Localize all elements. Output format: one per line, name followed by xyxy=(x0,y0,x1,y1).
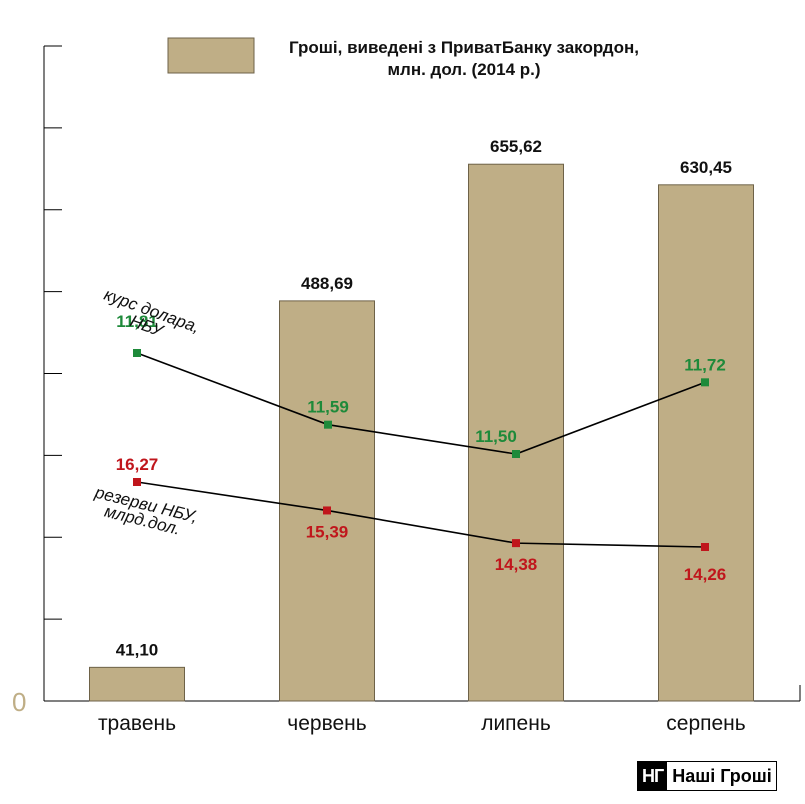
line-point-label: 16,27 xyxy=(116,455,159,474)
bar-value-label: 655,62 xyxy=(490,137,542,156)
line-point xyxy=(701,543,709,551)
line-series xyxy=(136,481,706,548)
bar xyxy=(658,184,754,702)
line-series-name: курс долара,НБУ xyxy=(96,285,202,352)
line-point-label: 14,38 xyxy=(495,555,538,574)
bar-value-label: 630,45 xyxy=(680,158,732,177)
legend-label: Гроші, виведені з ПриватБанку закордон, м… xyxy=(289,38,639,79)
line-series-name: резерви НБУ,млрд.дол. xyxy=(88,482,199,542)
line-point-label: 11,50 xyxy=(475,427,517,446)
category-label: червень xyxy=(287,712,366,735)
category-label: травень xyxy=(98,712,176,735)
logo-text: Наші Гроші xyxy=(672,765,772,786)
line-point xyxy=(512,450,520,458)
line-point-label: 11,72 xyxy=(684,355,726,374)
line-point xyxy=(324,420,332,429)
zero-label: 0 xyxy=(12,687,26,717)
line-point-label: 11,59 xyxy=(307,398,349,417)
bar-value-label: 41,10 xyxy=(116,640,159,659)
line-point xyxy=(323,506,331,515)
category-label: липень xyxy=(481,712,551,735)
logo-mark: НГ xyxy=(638,762,668,790)
bar-value-label: 488,69 xyxy=(301,274,353,293)
line-point xyxy=(133,349,141,357)
legend-swatch xyxy=(167,37,255,74)
line-point xyxy=(133,478,141,486)
line-point-label: 15,39 xyxy=(306,522,349,541)
nashi-groshi-logo: НГ Наші Гроші xyxy=(637,761,777,791)
bar xyxy=(279,300,375,702)
category-label: серпень xyxy=(666,712,746,735)
line-point xyxy=(701,378,709,387)
bar xyxy=(89,666,185,702)
bar xyxy=(468,163,564,702)
line-point-label: 11,81 xyxy=(116,312,158,331)
line-point xyxy=(512,539,520,548)
line-point-label: 14,26 xyxy=(684,565,727,584)
line-series xyxy=(136,352,706,455)
